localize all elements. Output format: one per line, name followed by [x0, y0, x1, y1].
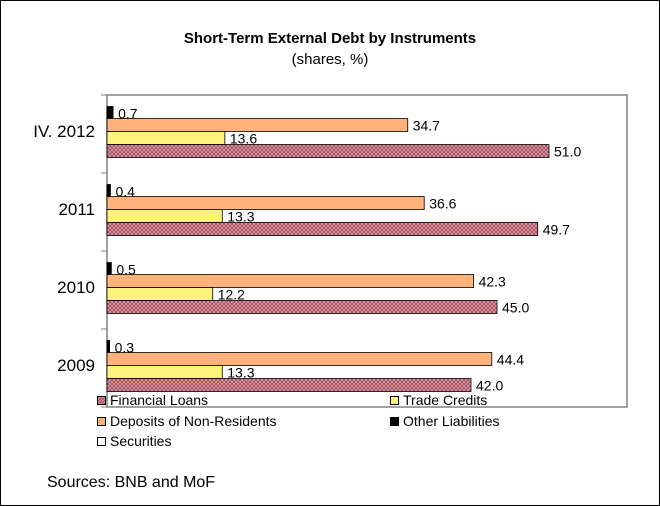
legend-item-deposits: Deposits of Non-Residents [97, 413, 277, 429]
bar-trade-credits [106, 209, 223, 223]
legend-item-other-liabilities: Other Liabilities [390, 413, 500, 429]
data-label: 13.6 [230, 131, 257, 147]
bar-deposits-of-non-residents [106, 196, 425, 210]
data-label: 42.3 [479, 274, 506, 290]
data-label: 13.3 [227, 365, 254, 381]
securities-swatch [97, 436, 106, 446]
legend-label: Securities [110, 433, 172, 449]
data-label: 51.0 [554, 144, 581, 160]
category-label: 2010 [57, 278, 95, 297]
data-label: 45.0 [502, 300, 529, 316]
bar-financial-loans [106, 378, 472, 392]
other-liabilities-swatch [390, 416, 399, 426]
legend-label: Financial Loans [110, 392, 209, 408]
legend-item-financial-loans: Financial Loans [97, 392, 208, 408]
trade-credits-swatch [390, 395, 399, 405]
financial-loans-swatch [97, 395, 106, 405]
data-label: 42.0 [476, 378, 503, 394]
bar-deposits-of-non-residents [106, 352, 493, 366]
legend-label: Other Liabilities [403, 413, 500, 429]
legend-item-trade-credits: Trade Credits [390, 392, 487, 408]
legend-label: Trade Credits [403, 392, 488, 408]
bar-deposits-of-non-residents [106, 118, 409, 132]
category-label: 2011 [58, 200, 95, 219]
bar-trade-credits [106, 131, 226, 145]
category-label: IV. 2012 [33, 122, 95, 141]
bar-financial-loans [106, 222, 539, 236]
data-label: 13.3 [227, 209, 254, 225]
data-label: 12.2 [218, 287, 245, 303]
data-label: 0.5 [116, 262, 136, 278]
data-label: 36.6 [429, 196, 456, 212]
bar-trade-credits [106, 365, 223, 379]
data-label: 44.4 [497, 352, 524, 368]
bar-other-liabilities [106, 106, 114, 120]
data-label: 34.7 [413, 118, 440, 134]
category-label: 2009 [57, 356, 95, 375]
chart-subtitle: (shares, %) [291, 51, 369, 68]
data-label: 0.3 [115, 340, 135, 356]
data-label: 0.7 [118, 106, 138, 122]
bar-trade-credits [106, 287, 214, 301]
bar-other-liabilities [106, 184, 111, 198]
chart-title: Short-Term External Debt by Instruments [183, 30, 477, 47]
deposits-swatch [97, 416, 106, 426]
source-note: Sources: BNB and MoF [47, 474, 216, 491]
data-label: 0.4 [115, 184, 135, 200]
bar-other-liabilities [106, 340, 110, 354]
legend-item-securities: Securities [97, 433, 171, 449]
bar-deposits-of-non-residents [106, 274, 475, 288]
data-label: 49.7 [543, 222, 570, 238]
bar-financial-loans [106, 144, 550, 158]
bar-financial-loans [106, 300, 498, 314]
legend-label: Deposits of Non-Residents [110, 413, 277, 429]
bar-other-liabilities [106, 262, 112, 276]
